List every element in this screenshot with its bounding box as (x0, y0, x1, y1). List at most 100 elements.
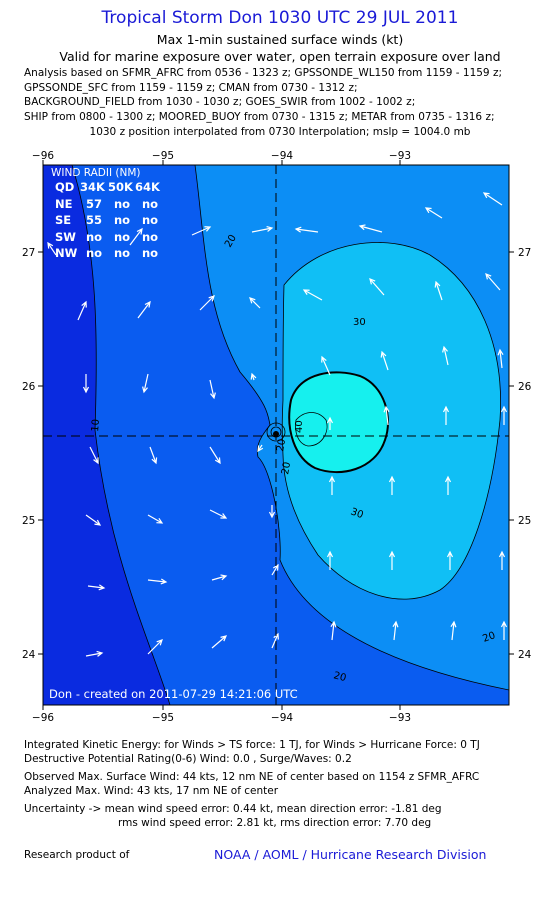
map-subtitle-exposure: Valid for marine exposure over water, op… (59, 49, 501, 64)
lat-label-right: 26 (518, 381, 532, 393)
wind-vector-arrow (444, 475, 452, 495)
wind-vector-arrow (211, 574, 228, 581)
wind-vector-arrow (211, 635, 228, 649)
wind-vector-arrow (147, 578, 168, 585)
radii-50k: no (114, 197, 130, 211)
radii-34k: 55 (86, 213, 102, 227)
contour-34 (288, 371, 389, 474)
analyzed-max-line: Analyzed Max. Wind: 43 kts, 17 nm NE of … (24, 785, 279, 797)
wind-vector-arrow (380, 350, 389, 371)
lon-label-top: −95 (152, 150, 174, 162)
wind-vector-arrow (257, 444, 264, 453)
lat-label-left: 24 (22, 649, 36, 661)
wind-vector-arrow (251, 225, 274, 233)
uncertainty-line: Uncertainty -> mean wind speed error: 0.… (24, 803, 442, 815)
wind-vector-arrow (209, 446, 221, 465)
contour-10 (71, 165, 171, 705)
wind-vector-arrow (294, 226, 319, 233)
wind-vector-arrow (147, 639, 163, 655)
lat-label-left: 27 (22, 247, 35, 259)
radii-34k: no (86, 246, 102, 260)
wind-vector-arrow (209, 509, 228, 519)
dpr-line: Destructive Potential Rating(0-6) Wind: … (24, 753, 352, 765)
lon-label-top: −93 (389, 150, 411, 162)
lat-label-right: 24 (518, 649, 532, 661)
radii-34k: 57 (86, 197, 102, 211)
map-frame (42, 164, 510, 706)
wind-vector-arrow (424, 207, 443, 219)
wind-vector-arrow (446, 550, 454, 570)
research-label: Research product of (24, 849, 130, 861)
ike-line: Integrated Kinetic Energy: for Winds > T… (24, 739, 480, 751)
created-stamp: Don - created on 2011-07-29 14:21:06 UTC (49, 687, 298, 701)
wind-vector-arrow (89, 446, 99, 465)
wind-vector-arrow (326, 416, 334, 430)
map-subtitle-winds: Max 1-min sustained surface winds (kt) (156, 32, 404, 47)
wind-vector-arrow (330, 620, 337, 641)
wind-vector-arrow (82, 374, 90, 394)
credit-link[interactable]: NOAA / AOML / Hurricane Research Divisio… (214, 847, 487, 862)
contour-label: 30 (353, 317, 366, 328)
wind-vector-arrow (191, 226, 212, 236)
lat-label-right: 25 (518, 515, 531, 527)
wind-vector-arrow (328, 475, 336, 495)
band-30-40 (282, 242, 501, 600)
map-title: Tropical Storm Don 1030 UTC 29 JUL 2011 (101, 8, 459, 28)
wind-vector-arrow (47, 241, 57, 256)
wind-vector-arrow (302, 289, 323, 301)
wind-vector-arrow (250, 372, 257, 381)
wind-vector-arrow (482, 192, 503, 206)
lat-label-right: 27 (518, 247, 531, 259)
observed-max-line: Observed Max. Surface Wind: 44 kts, 12 n… (24, 771, 480, 783)
contour-20 (194, 165, 509, 691)
radii-col-50k: 50K (108, 180, 134, 194)
storm-center-marker (273, 431, 279, 437)
radii-50k: no (114, 230, 130, 244)
lon-label-top: −96 (32, 150, 54, 162)
wind-vector-arrow (497, 348, 504, 369)
contour-40 (295, 412, 328, 447)
contour-label: 20 (275, 438, 288, 452)
contour-label: 20 (481, 630, 497, 645)
radii-col-64k: 64K (135, 180, 161, 194)
wind-vector-arrow (129, 227, 143, 246)
radii-col-quadrant: QD (55, 180, 74, 194)
radii-34k: no (86, 230, 102, 244)
wind-vector-arrow (434, 280, 443, 301)
wind-vector-arrow (271, 632, 279, 649)
wind-vector-arrow (358, 224, 383, 233)
wind-radii-table: WIND RADII (NM) QD 34K 50K 64K NE 57 no … (51, 167, 161, 260)
wind-vector-arrow (77, 300, 87, 321)
contour-label: 20 (332, 670, 347, 684)
lat-label-left: 25 (22, 515, 35, 527)
lon-label-top: −94 (271, 150, 293, 162)
position-line: 1030 z position interpolated from 0730 I… (89, 126, 471, 138)
wind-vector-arrow (369, 277, 385, 296)
wind-vector-arrow (326, 550, 334, 570)
contour-label: 20 (280, 461, 293, 475)
lon-label-bottom: −93 (389, 712, 411, 724)
radii-col-34k: 34K (80, 180, 106, 194)
wind-vector-arrow (209, 379, 216, 400)
wind-vector-arrow (85, 514, 102, 526)
wind-vector-arrow (87, 584, 106, 591)
wind-vector-arrow (137, 300, 151, 319)
radii-quadrant: NE (55, 197, 73, 211)
radii-50k: no (114, 213, 130, 227)
analysis-line: BACKGROUND_FIELD from 1030 - 1030 z; GOE… (24, 96, 416, 108)
radii-quadrant: NW (55, 246, 78, 260)
wind-vector-arrow (388, 475, 396, 495)
wind-vector-arrow (199, 295, 215, 311)
wind-vector-arrow (450, 620, 457, 641)
wind-vector-arrow (388, 550, 396, 570)
radii-64k: no (142, 230, 158, 244)
radii-quadrant: SW (55, 230, 76, 244)
wind-map: 10 20 20 20 30 30 40 20 20 WIND RADII (N… (0, 148, 560, 728)
contour-30 (281, 242, 501, 600)
contour-label: 30 (349, 506, 365, 521)
contour-label: 40 (294, 420, 305, 433)
wind-vector-arrow (249, 297, 261, 309)
wind-vector-arrow (85, 650, 104, 657)
wind-vector-arrow (147, 514, 164, 524)
wind-vector-arrow (392, 620, 399, 641)
